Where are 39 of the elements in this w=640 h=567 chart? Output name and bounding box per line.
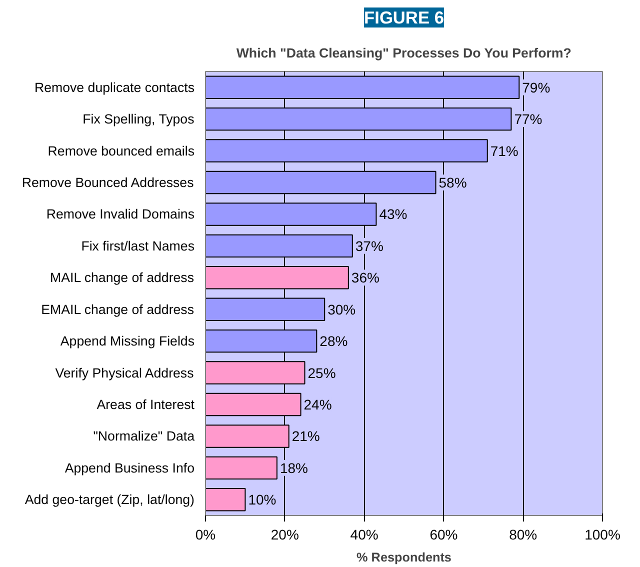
- data-label: 25%: [308, 364, 336, 381]
- y-tick-label: Remove bounced emails: [48, 143, 195, 158]
- y-tick-label: Fix first/last Names: [81, 238, 195, 254]
- y-tick-label: Areas of Interest: [96, 397, 195, 412]
- y-tick-label: Fix Spelling, Typos: [82, 112, 195, 127]
- x-tick-label: 20%: [270, 526, 299, 542]
- chart-title: FIGURE 6: [364, 8, 444, 28]
- y-tick-label: Remove duplicate contacts: [34, 80, 195, 95]
- data-label: 36%: [351, 270, 380, 286]
- y-tick-label: Add geo-target (Zip, lat/long): [24, 492, 194, 508]
- y-tick-label: Remove Invalid Domains: [46, 206, 195, 222]
- y-tick-label: Remove Bounced Addresses: [22, 175, 194, 190]
- y-tick-label: Append Business Info: [64, 460, 194, 476]
- x-tick-label: 60%: [430, 526, 458, 542]
- data-label: 58%: [438, 174, 467, 190]
- y-tick-label: EMAIL change of address: [41, 302, 194, 317]
- y-tick-label: MAIL change of address: [50, 270, 194, 286]
- x-tick-label: 80%: [509, 526, 538, 542]
- data-label: 28%: [320, 333, 348, 350]
- x-tick-label: 0%: [195, 526, 216, 542]
- y-tick-label: Verify Physical Address: [55, 365, 194, 380]
- x-axis-title: % Respondents: [356, 550, 452, 564]
- bar: [206, 456, 278, 480]
- data-label: 10%: [248, 492, 276, 508]
- y-tick-label: Append Missing Fields: [60, 334, 195, 349]
- x-tick-label: 100%: [584, 526, 620, 542]
- data-label: 77%: [514, 111, 542, 128]
- data-label: 21%: [292, 428, 320, 444]
- bar: [206, 488, 246, 512]
- x-tick-label: 40%: [350, 526, 378, 542]
- data-label: 43%: [379, 206, 408, 222]
- data-label: 18%: [280, 460, 308, 476]
- data-label: 71%: [490, 142, 518, 159]
- data-label: 30%: [328, 301, 356, 318]
- data-label: 79%: [522, 79, 550, 96]
- data-label: 24%: [304, 396, 332, 412]
- data-label: 37%: [355, 238, 384, 254]
- y-tick-label: "Normalize" Data: [93, 428, 196, 444]
- chart-subtitle: Which "Data Cleansing" Processes Do You Perform?: [236, 46, 572, 60]
